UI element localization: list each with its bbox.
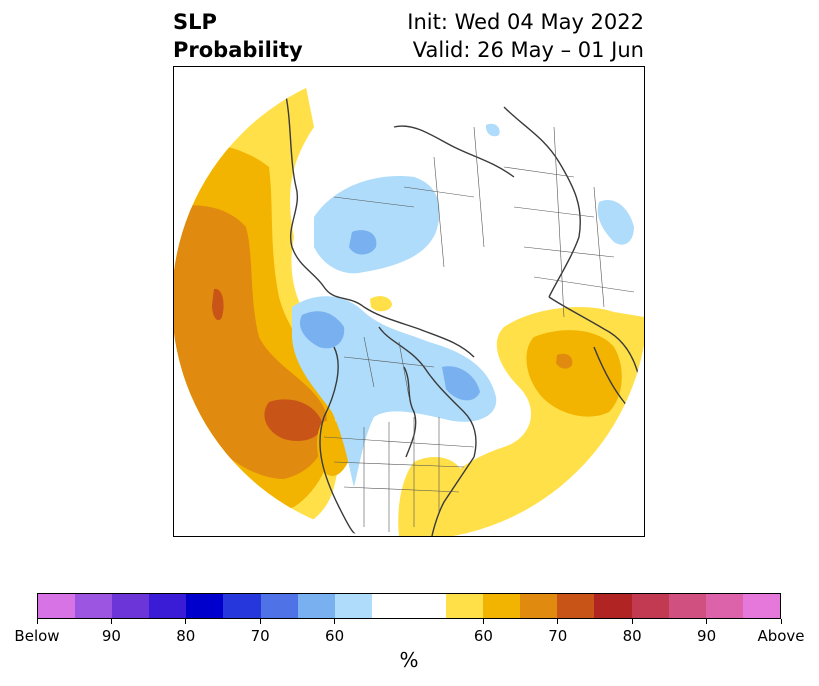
colorbar bbox=[37, 593, 781, 619]
colorbar-unit-label: % bbox=[399, 648, 419, 672]
title-line-1: SLP bbox=[173, 10, 217, 34]
colorbar-tick bbox=[780, 619, 782, 624]
colorbar-tick-label: 60 bbox=[473, 627, 493, 645]
colorbar-segment bbox=[149, 594, 187, 618]
forecast-dates: Init: Wed 04 May 2022 Valid: 26 May – 01… bbox=[407, 8, 644, 64]
siberia-below-55-area bbox=[485, 123, 500, 137]
colorbar-segment bbox=[668, 594, 706, 618]
colorbar-tick bbox=[334, 619, 336, 624]
arctic-below-60-area bbox=[299, 311, 345, 349]
atlantic-above-65-area bbox=[556, 353, 573, 369]
eurasia-below-60-area bbox=[349, 230, 377, 255]
colorbar-tick-label: 90 bbox=[101, 627, 121, 645]
colorbar-tick-label: 90 bbox=[697, 627, 717, 645]
colorbar-tick bbox=[110, 619, 112, 624]
colorbar-segment bbox=[112, 594, 150, 618]
colorbar-tick bbox=[706, 619, 708, 624]
colorbar-segment bbox=[75, 594, 113, 618]
title-line-2: Probability bbox=[173, 38, 303, 62]
colorbar-tick-label: 80 bbox=[622, 627, 642, 645]
colorbar-tick-label: 70 bbox=[250, 627, 270, 645]
colorbar-segment bbox=[520, 594, 558, 618]
hudson-below-60-area bbox=[442, 366, 480, 401]
pacific-above-70-area-2 bbox=[264, 399, 323, 442]
colorbar-segment bbox=[371, 594, 409, 618]
colorbar-tick-label: 60 bbox=[325, 627, 345, 645]
colorbar-tick-label: 80 bbox=[176, 627, 196, 645]
arctic-below-55-area bbox=[292, 296, 497, 487]
colorbar-segment bbox=[742, 594, 780, 618]
colorbar-segment bbox=[186, 594, 224, 618]
map-canvas bbox=[174, 77, 644, 536]
eurasia-below-55-area bbox=[314, 176, 440, 274]
chart-title: SLP Probability bbox=[173, 8, 303, 64]
colorbar-tick bbox=[185, 619, 187, 624]
colorbar-tick-label: Above bbox=[757, 627, 805, 645]
colorbar-segment bbox=[297, 594, 335, 618]
colorbar-tick bbox=[482, 619, 484, 624]
political-borders bbox=[323, 126, 635, 532]
colorbar-tick bbox=[557, 619, 559, 624]
colorbar-segment bbox=[334, 594, 372, 618]
colorbar-segment bbox=[483, 594, 521, 618]
colorbar-tick-label: Below bbox=[14, 627, 60, 645]
colorbar-segment bbox=[260, 594, 298, 618]
colorbar-tick bbox=[259, 619, 261, 624]
se-us-above-55-area bbox=[398, 457, 465, 536]
asia-below-55-area bbox=[597, 199, 634, 245]
colorbar-tick bbox=[36, 619, 38, 624]
pacific-above-70-area-1 bbox=[212, 288, 224, 321]
colorbar-segment bbox=[705, 594, 743, 618]
valid-date-range: Valid: 26 May – 01 Jun bbox=[412, 38, 644, 62]
colorbar-segment bbox=[38, 594, 76, 618]
colorbar-segment bbox=[594, 594, 632, 618]
arctic-center-above-area bbox=[370, 296, 392, 312]
colorbar-segment bbox=[631, 594, 669, 618]
colorbar-segment bbox=[223, 594, 261, 618]
colorbar-segment bbox=[446, 594, 484, 618]
colorbar-tick-label: 70 bbox=[548, 627, 568, 645]
colorbar-tick bbox=[631, 619, 633, 624]
colorbar-segment bbox=[557, 594, 595, 618]
colorbar-segment bbox=[408, 594, 447, 618]
probability-map bbox=[173, 66, 645, 537]
init-date: Init: Wed 04 May 2022 bbox=[407, 10, 644, 34]
atlantic-above-60-area bbox=[526, 330, 622, 417]
